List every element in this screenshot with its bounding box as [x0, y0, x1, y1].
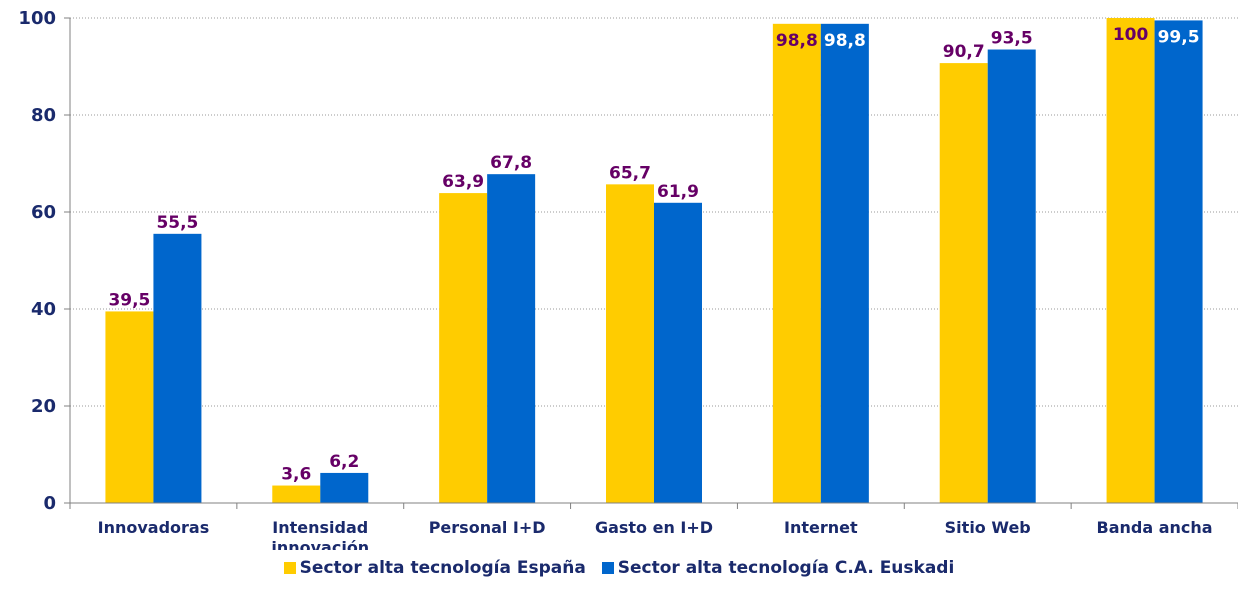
data-label: 98,8	[824, 31, 866, 51]
data-label: 67,8	[490, 153, 532, 173]
x-category-label-line: Innovadoras	[98, 518, 210, 537]
x-category-label: Intensidad innovación	[271, 518, 369, 550]
bar-euskadi	[320, 472, 369, 503]
data-labels: 39,5 55,5 3,6 6,2 63,9 67,8 65,7 61,9 98,8 98,8 90…	[108, 25, 1199, 485]
x-category-label-line: Intensidad	[272, 518, 368, 537]
y-tick-label: 80	[31, 105, 56, 126]
x-category-label: Banda ancha	[1097, 518, 1213, 537]
bar-spain	[1106, 18, 1155, 503]
x-category-label: Innovadoras	[98, 518, 210, 537]
x-category-label-line: innovación	[271, 538, 369, 550]
bar-euskadi	[487, 174, 536, 504]
bar-chart: 0 20 40 60 80 100 Innovadoras Intensidad innovac…	[18, 8, 1238, 550]
y-tick-label: 40	[31, 299, 56, 320]
bar-spain	[272, 485, 321, 503]
bar-euskadi	[654, 202, 702, 503]
y-tick-label: 60	[31, 202, 56, 223]
data-label: 93,5	[991, 29, 1033, 49]
legend-item-spain: Sector alta tecnología España	[283, 558, 586, 578]
x-category-label: Gasto en I+D	[595, 518, 713, 537]
data-label: 39,5	[108, 290, 150, 310]
x-category-label-line: Internet	[784, 518, 858, 537]
legend: Sector alta tecnología España Sector alt…	[0, 558, 1238, 579]
data-label: 63,9	[442, 172, 484, 192]
bar-euskadi	[987, 49, 1036, 504]
data-label: 61,9	[657, 182, 699, 202]
x-category-label-line: Sitio Web	[945, 518, 1031, 537]
bar-spain	[772, 23, 821, 503]
bar-euskadi	[1154, 20, 1203, 504]
bars	[105, 18, 1203, 504]
data-label: 90,7	[943, 42, 985, 62]
data-label: 65,7	[609, 163, 651, 183]
x-category-label-line: Gasto en I+D	[595, 518, 713, 537]
bar-spain	[105, 311, 154, 503]
legend-item-euskadi: Sector alta tecnología C.A. Euskadi	[601, 558, 955, 578]
legend-label-euskadi: Sector alta tecnología C.A. Euskadi	[617, 558, 955, 578]
y-tick-label: 100	[18, 8, 56, 29]
bar-euskadi	[820, 23, 869, 503]
x-category-label: Internet	[784, 518, 858, 537]
x-category-label-line: Personal I+D	[429, 518, 546, 537]
x-category-label-line: Banda ancha	[1097, 518, 1213, 537]
legend-swatch-euskadi	[601, 562, 614, 574]
data-label: 6,2	[329, 452, 359, 472]
bar-spain	[439, 193, 488, 503]
legend-label-spain: Sector alta tecnología España	[299, 558, 586, 578]
bar-spain	[606, 184, 654, 504]
x-category-label: Personal I+D	[429, 518, 546, 537]
axes: 0 20 40 60 80 100 Innovadoras Intensidad innovac…	[18, 8, 1238, 550]
data-label: 99,5	[1158, 27, 1200, 47]
bar-euskadi	[153, 233, 202, 503]
legend-swatch-spain	[283, 562, 296, 574]
data-label: 55,5	[156, 213, 198, 233]
data-label: 100	[1113, 25, 1149, 45]
x-category-label: Sitio Web	[945, 518, 1031, 537]
y-tick-label: 20	[31, 396, 56, 417]
bar-spain	[939, 63, 988, 503]
data-label: 98,8	[776, 31, 818, 51]
data-label: 3,6	[281, 465, 311, 485]
y-tick-label: 0	[43, 493, 56, 514]
